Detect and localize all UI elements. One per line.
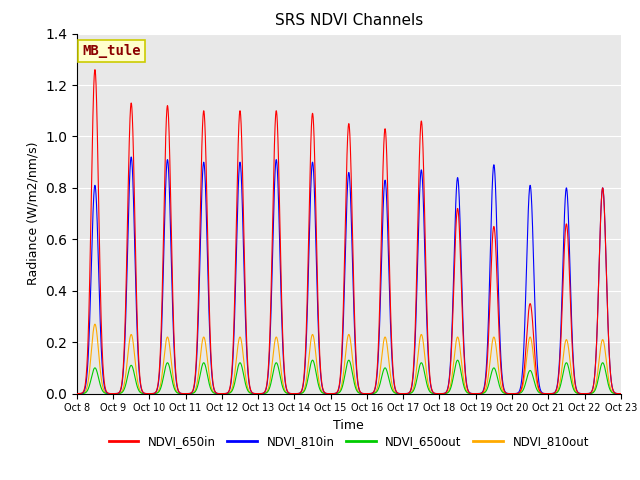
Y-axis label: Radiance (W/m2/nm/s): Radiance (W/m2/nm/s) xyxy=(26,142,40,285)
X-axis label: Time: Time xyxy=(333,419,364,432)
Title: SRS NDVI Channels: SRS NDVI Channels xyxy=(275,13,423,28)
Text: MB_tule: MB_tule xyxy=(82,44,141,58)
Legend: NDVI_650in, NDVI_810in, NDVI_650out, NDVI_810out: NDVI_650in, NDVI_810in, NDVI_650out, NDV… xyxy=(104,430,594,453)
